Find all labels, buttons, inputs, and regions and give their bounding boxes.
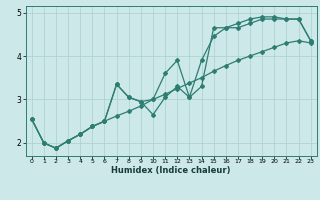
X-axis label: Humidex (Indice chaleur): Humidex (Indice chaleur) <box>111 166 231 175</box>
